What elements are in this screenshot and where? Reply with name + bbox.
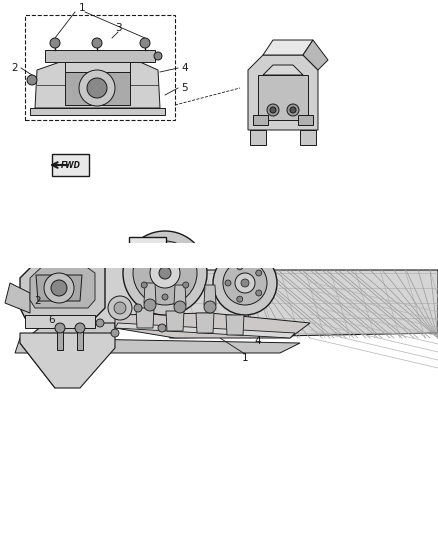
Circle shape <box>270 107 276 113</box>
Polygon shape <box>196 313 214 333</box>
Polygon shape <box>303 40 328 70</box>
Polygon shape <box>30 261 95 308</box>
Circle shape <box>267 104 279 116</box>
Circle shape <box>158 324 166 332</box>
Circle shape <box>27 75 37 85</box>
Circle shape <box>150 258 180 288</box>
Circle shape <box>134 304 142 312</box>
Text: FWD: FWD <box>61 160 81 169</box>
Circle shape <box>162 246 168 252</box>
Polygon shape <box>115 323 295 338</box>
Text: 3: 3 <box>115 23 121 33</box>
Polygon shape <box>45 50 155 62</box>
Circle shape <box>140 38 150 48</box>
Polygon shape <box>20 270 115 388</box>
Polygon shape <box>226 315 244 335</box>
Text: 6: 6 <box>49 315 55 325</box>
Polygon shape <box>248 55 318 130</box>
Circle shape <box>108 296 132 320</box>
Circle shape <box>92 38 102 48</box>
Polygon shape <box>300 130 316 145</box>
Circle shape <box>133 241 197 305</box>
Polygon shape <box>77 328 83 350</box>
Circle shape <box>79 70 115 106</box>
Polygon shape <box>136 308 154 328</box>
Circle shape <box>141 282 147 288</box>
Polygon shape <box>253 115 268 125</box>
Text: FWD: FWD <box>138 244 158 253</box>
Circle shape <box>159 267 171 279</box>
Circle shape <box>162 294 168 300</box>
Polygon shape <box>30 108 165 115</box>
Polygon shape <box>36 275 82 301</box>
Circle shape <box>290 107 296 113</box>
Polygon shape <box>258 75 308 120</box>
Polygon shape <box>204 285 216 305</box>
Bar <box>25 15 175 120</box>
Circle shape <box>183 258 189 264</box>
Circle shape <box>183 282 189 288</box>
Polygon shape <box>263 65 303 75</box>
Circle shape <box>225 280 231 286</box>
Circle shape <box>75 323 85 333</box>
Polygon shape <box>35 62 160 108</box>
Polygon shape <box>95 258 162 323</box>
Text: 4: 4 <box>182 63 188 73</box>
Text: 5: 5 <box>22 243 28 253</box>
Text: 5: 5 <box>182 83 188 93</box>
Circle shape <box>287 104 299 116</box>
Circle shape <box>44 273 74 303</box>
Polygon shape <box>65 72 130 105</box>
FancyBboxPatch shape <box>129 237 166 259</box>
Circle shape <box>87 78 107 98</box>
Polygon shape <box>115 270 438 338</box>
Polygon shape <box>20 253 105 318</box>
Circle shape <box>141 258 147 264</box>
Circle shape <box>111 329 119 337</box>
Circle shape <box>256 290 262 296</box>
Circle shape <box>144 299 156 311</box>
Polygon shape <box>115 313 310 338</box>
Polygon shape <box>250 130 266 145</box>
Circle shape <box>204 301 216 313</box>
Circle shape <box>213 251 277 315</box>
Circle shape <box>223 261 267 305</box>
Polygon shape <box>5 283 30 313</box>
Polygon shape <box>57 328 63 350</box>
Circle shape <box>55 323 65 333</box>
FancyBboxPatch shape <box>52 154 89 176</box>
Polygon shape <box>174 285 186 305</box>
Polygon shape <box>263 40 313 55</box>
Text: 1: 1 <box>79 3 85 13</box>
Polygon shape <box>20 333 115 388</box>
Polygon shape <box>25 315 95 328</box>
Circle shape <box>123 231 207 315</box>
Circle shape <box>154 52 162 60</box>
Polygon shape <box>144 283 156 303</box>
Circle shape <box>237 296 243 302</box>
Text: 2: 2 <box>35 296 41 306</box>
Circle shape <box>174 301 186 313</box>
Circle shape <box>241 279 249 287</box>
Circle shape <box>50 38 60 48</box>
Bar <box>0 243 438 268</box>
Bar <box>0 268 438 533</box>
Text: 1: 1 <box>242 353 248 363</box>
Circle shape <box>235 273 255 293</box>
Polygon shape <box>298 115 313 125</box>
Polygon shape <box>15 338 300 353</box>
Circle shape <box>51 280 67 296</box>
Circle shape <box>96 319 104 327</box>
Polygon shape <box>166 311 184 331</box>
Circle shape <box>256 270 262 276</box>
Text: 2: 2 <box>12 63 18 73</box>
Circle shape <box>237 264 243 270</box>
Text: 4: 4 <box>254 336 261 346</box>
Circle shape <box>114 302 126 314</box>
